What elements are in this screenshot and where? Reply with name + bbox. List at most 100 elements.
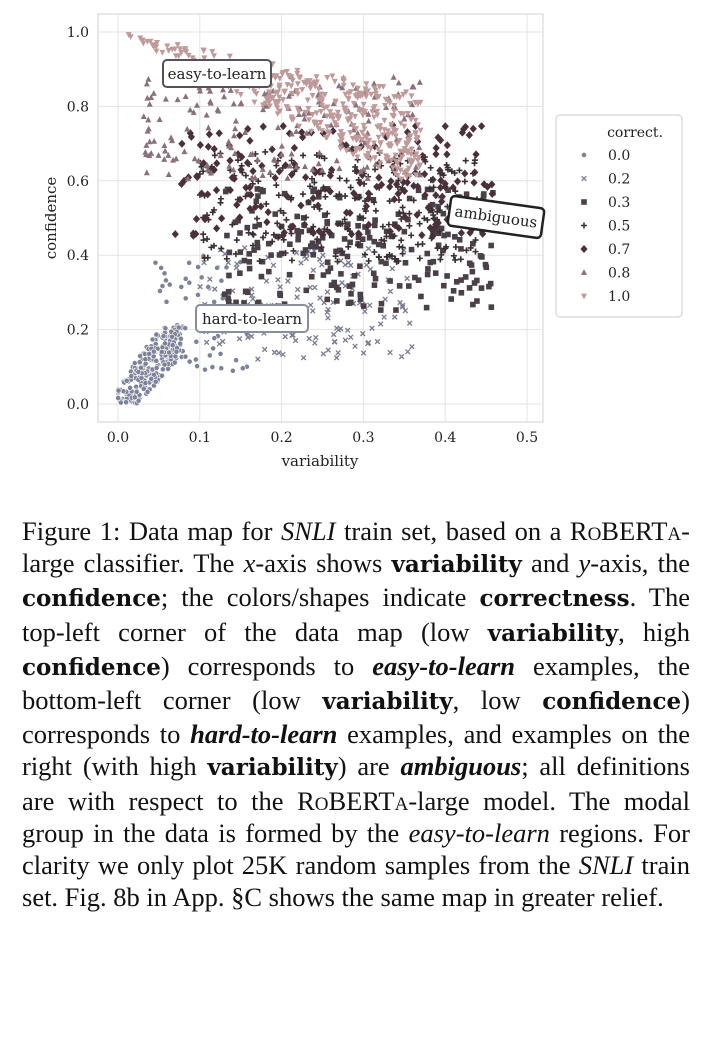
data-point — [309, 93, 316, 99]
data-point — [374, 338, 381, 345]
data-point — [295, 231, 302, 238]
y-tick-labels: 0.0 0.2 0.4 0.6 0.8 1.0 — [67, 25, 89, 413]
data-point — [466, 285, 473, 291]
data-point — [450, 288, 457, 294]
data-point — [337, 145, 344, 152]
data-point — [206, 352, 213, 359]
data-point — [402, 259, 409, 266]
data-point — [330, 116, 337, 122]
data-point — [365, 258, 372, 265]
data-point — [312, 284, 318, 291]
data-point — [211, 286, 218, 292]
data-point — [357, 168, 364, 175]
data-point — [196, 140, 204, 149]
data-point — [488, 242, 494, 249]
data-point — [239, 365, 246, 372]
data-point — [340, 101, 347, 108]
data-point — [254, 186, 261, 192]
data-point — [297, 74, 304, 81]
data-point — [280, 97, 287, 103]
legend-marker — [581, 175, 587, 182]
data-point — [315, 160, 322, 167]
data-point — [118, 399, 124, 406]
data-point — [202, 366, 208, 373]
data-point — [335, 116, 342, 122]
data-point — [251, 88, 258, 95]
data-point — [242, 129, 249, 136]
data-point — [386, 227, 394, 236]
data-point — [308, 128, 315, 135]
figure-caption: Figure 1: Data map for SNLI train set, b… — [22, 515, 690, 913]
data-point — [295, 109, 302, 115]
data-point — [278, 142, 285, 149]
data-point — [185, 52, 192, 59]
legend-label: 0.2 — [608, 172, 630, 188]
data-point — [367, 156, 374, 163]
data-point — [201, 55, 208, 62]
data-point — [297, 201, 305, 210]
data-point — [393, 307, 399, 313]
caption-text: train set, based on a — [335, 516, 570, 546]
data-point — [325, 268, 331, 275]
data-point — [421, 170, 429, 179]
data-point — [344, 253, 351, 260]
data-point — [229, 367, 236, 374]
data-point — [288, 230, 295, 237]
data-point — [272, 75, 279, 81]
data-point — [408, 146, 415, 153]
data-point — [480, 193, 487, 199]
data-point — [324, 134, 331, 141]
data-point — [364, 175, 371, 181]
data-point — [166, 349, 173, 356]
data-point — [294, 227, 300, 234]
data-point — [115, 395, 121, 401]
data-point — [123, 399, 130, 406]
data-point — [317, 119, 324, 126]
data-point — [428, 186, 435, 193]
data-point — [233, 237, 240, 244]
data-point — [316, 256, 323, 263]
data-point — [438, 192, 446, 201]
data-point — [182, 325, 189, 332]
data-point — [162, 340, 168, 347]
data-point — [246, 259, 253, 265]
data-point — [360, 165, 367, 172]
data-point — [339, 84, 346, 91]
data-point — [390, 73, 397, 80]
data-point — [359, 129, 366, 136]
data-point — [294, 81, 301, 88]
data-point — [406, 210, 413, 217]
data-point — [341, 236, 348, 242]
data-point — [272, 90, 279, 97]
data-point — [315, 194, 322, 200]
data-point — [204, 142, 212, 151]
data-point — [359, 112, 366, 119]
data-point — [332, 253, 339, 260]
data-point — [406, 222, 413, 229]
data-point — [463, 191, 470, 197]
data-point — [305, 117, 312, 124]
data-point — [204, 236, 211, 243]
data-point — [288, 130, 295, 137]
data-point — [396, 243, 403, 250]
data-point — [142, 356, 149, 363]
data-point — [479, 254, 485, 260]
data-point — [300, 152, 307, 159]
data-point — [321, 105, 328, 112]
data-point — [282, 333, 289, 340]
data-point — [356, 146, 363, 152]
data-point — [302, 109, 309, 116]
data-point — [416, 144, 423, 151]
data-point — [394, 173, 401, 180]
data-point — [262, 100, 269, 107]
caption-text: , high — [618, 616, 690, 647]
data-point — [365, 117, 372, 124]
data-point — [403, 178, 411, 187]
data-point — [246, 265, 253, 272]
data-point — [207, 88, 214, 94]
data-point — [388, 122, 395, 128]
data-point — [443, 150, 451, 159]
data-point — [341, 108, 348, 115]
data-point — [269, 238, 276, 245]
data-point — [294, 71, 301, 77]
